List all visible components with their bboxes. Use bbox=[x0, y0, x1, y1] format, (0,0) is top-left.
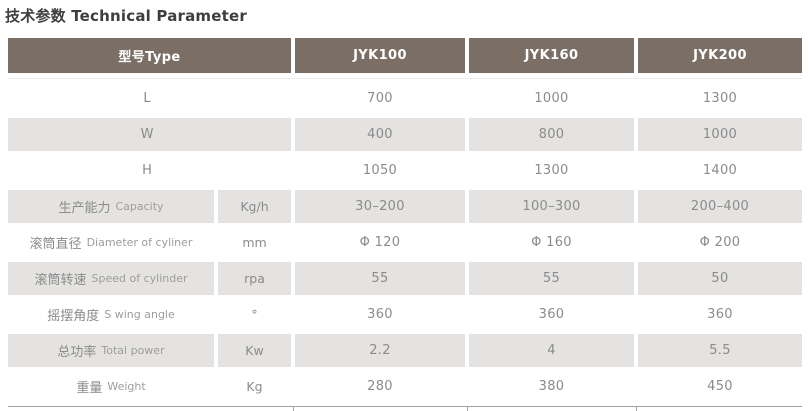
row-label: 生产能力 Capacity bbox=[8, 190, 214, 223]
row-label: 重量 Weight bbox=[8, 370, 214, 403]
row-label: 摇摆角度 S wing angle bbox=[8, 298, 214, 331]
row-value-jyk160: 360 bbox=[469, 298, 634, 331]
row-unit: Kg bbox=[218, 370, 291, 403]
row-label: H bbox=[8, 154, 291, 187]
row-label: 滚筒转速 Speed of cylinder bbox=[8, 262, 214, 295]
row-label: 总功率 Total power bbox=[8, 334, 214, 367]
row-label-en: Capacity bbox=[115, 200, 164, 213]
table-row: W 400 800 1000 bbox=[8, 118, 802, 151]
row-value-jyk160: 1000 bbox=[469, 82, 634, 115]
row-value-jyk200: 1300 bbox=[638, 82, 802, 115]
table-row: 生产能力 Capacity Kg/h 30–200 100–300 200–40… bbox=[8, 190, 802, 223]
row-value-jyk200: Φ 200 bbox=[638, 226, 802, 259]
row-label-zh: W bbox=[140, 127, 154, 142]
row-value-jyk200: 450 bbox=[638, 370, 802, 403]
row-label-en: Speed of cylinder bbox=[91, 272, 188, 285]
table-row: 滚筒转速 Speed of cylinder rpa 55 55 50 bbox=[8, 262, 802, 295]
row-value-jyk200: 50 bbox=[638, 262, 802, 295]
row-value-jyk100: 1050 bbox=[295, 154, 465, 187]
row-label-zh: 重量 bbox=[76, 381, 103, 396]
row-value-jyk100: 700 bbox=[295, 82, 465, 115]
table-row: 重量 Weight Kg 280 380 450 bbox=[8, 370, 802, 403]
header-cell-model3: JYK200 bbox=[638, 38, 802, 73]
row-value-jyk160: Φ 160 bbox=[469, 226, 634, 259]
row-label-zh: 滚筒直径 bbox=[29, 237, 82, 252]
row-value-jyk100: Φ 120 bbox=[295, 226, 465, 259]
table-header-row: 型号Type JYK100 JYK160 JYK200 bbox=[8, 38, 802, 73]
row-label: L bbox=[8, 82, 291, 115]
row-value-jyk100: 55 bbox=[295, 262, 465, 295]
row-label-en: Diameter of cyliner bbox=[86, 236, 193, 249]
row-label-zh: L bbox=[143, 91, 151, 106]
row-value-jyk160: 4 bbox=[469, 334, 634, 367]
row-value-jyk100: 400 bbox=[295, 118, 465, 151]
row-unit: ° bbox=[218, 298, 291, 331]
row-label-zh: 滚筒转速 bbox=[34, 273, 87, 288]
row-value-jyk160: 380 bbox=[469, 370, 634, 403]
row-value-jyk100: 360 bbox=[295, 298, 465, 331]
row-label-en: S wing angle bbox=[104, 308, 175, 321]
table-row: 滚筒直径 Diameter of cyliner mm Φ 120 Φ 160 … bbox=[8, 226, 802, 259]
row-label-en: Weight bbox=[107, 380, 146, 393]
table-row: H 1050 1300 1400 bbox=[8, 154, 802, 187]
row-value-jyk100: 30–200 bbox=[295, 190, 465, 223]
header-cell-model2: JYK160 bbox=[469, 38, 634, 73]
row-value-jyk200: 5.5 bbox=[638, 334, 802, 367]
technical-parameter-table: 型号Type JYK100 JYK160 JYK200 L 700 1000 1… bbox=[8, 38, 802, 411]
table-row: 摇摆角度 S wing angle ° 360 360 360 bbox=[8, 298, 802, 331]
row-value-jyk100: 280 bbox=[295, 370, 465, 403]
row-value-jyk100: 2.2 bbox=[295, 334, 465, 367]
row-unit: Kw bbox=[218, 334, 291, 367]
row-unit: Kg/h bbox=[218, 190, 291, 223]
page-title: 技术参数 Technical Parameter bbox=[5, 7, 247, 25]
row-label-zh: H bbox=[142, 163, 152, 178]
row-unit: mm bbox=[218, 226, 291, 259]
row-label-en: Total power bbox=[101, 344, 165, 357]
row-value-jyk200: 200–400 bbox=[638, 190, 802, 223]
row-label: 滚筒直径 Diameter of cyliner bbox=[8, 226, 214, 259]
row-value-jyk160: 1300 bbox=[469, 154, 634, 187]
row-value-jyk200: 1000 bbox=[638, 118, 802, 151]
table-row: L 700 1000 1300 bbox=[8, 82, 802, 115]
table-body: L 700 1000 1300 W 400 800 1000 H 1050 13… bbox=[8, 78, 802, 403]
row-unit: rpa bbox=[218, 262, 291, 295]
row-label-zh: 生产能力 bbox=[58, 201, 111, 216]
table-row: 总功率 Total power Kw 2.2 4 5.5 bbox=[8, 334, 802, 367]
row-value-jyk200: 360 bbox=[638, 298, 802, 331]
row-value-jyk160: 800 bbox=[469, 118, 634, 151]
header-cell-model1: JYK100 bbox=[295, 38, 465, 73]
row-value-jyk160: 55 bbox=[469, 262, 634, 295]
row-value-jyk200: 1400 bbox=[638, 154, 802, 187]
row-label-zh: 总功率 bbox=[57, 345, 97, 360]
row-label-zh: 摇摆角度 bbox=[47, 309, 100, 324]
row-value-jyk160: 100–300 bbox=[469, 190, 634, 223]
row-label: W bbox=[8, 118, 291, 151]
header-cell-type: 型号Type bbox=[8, 38, 291, 73]
